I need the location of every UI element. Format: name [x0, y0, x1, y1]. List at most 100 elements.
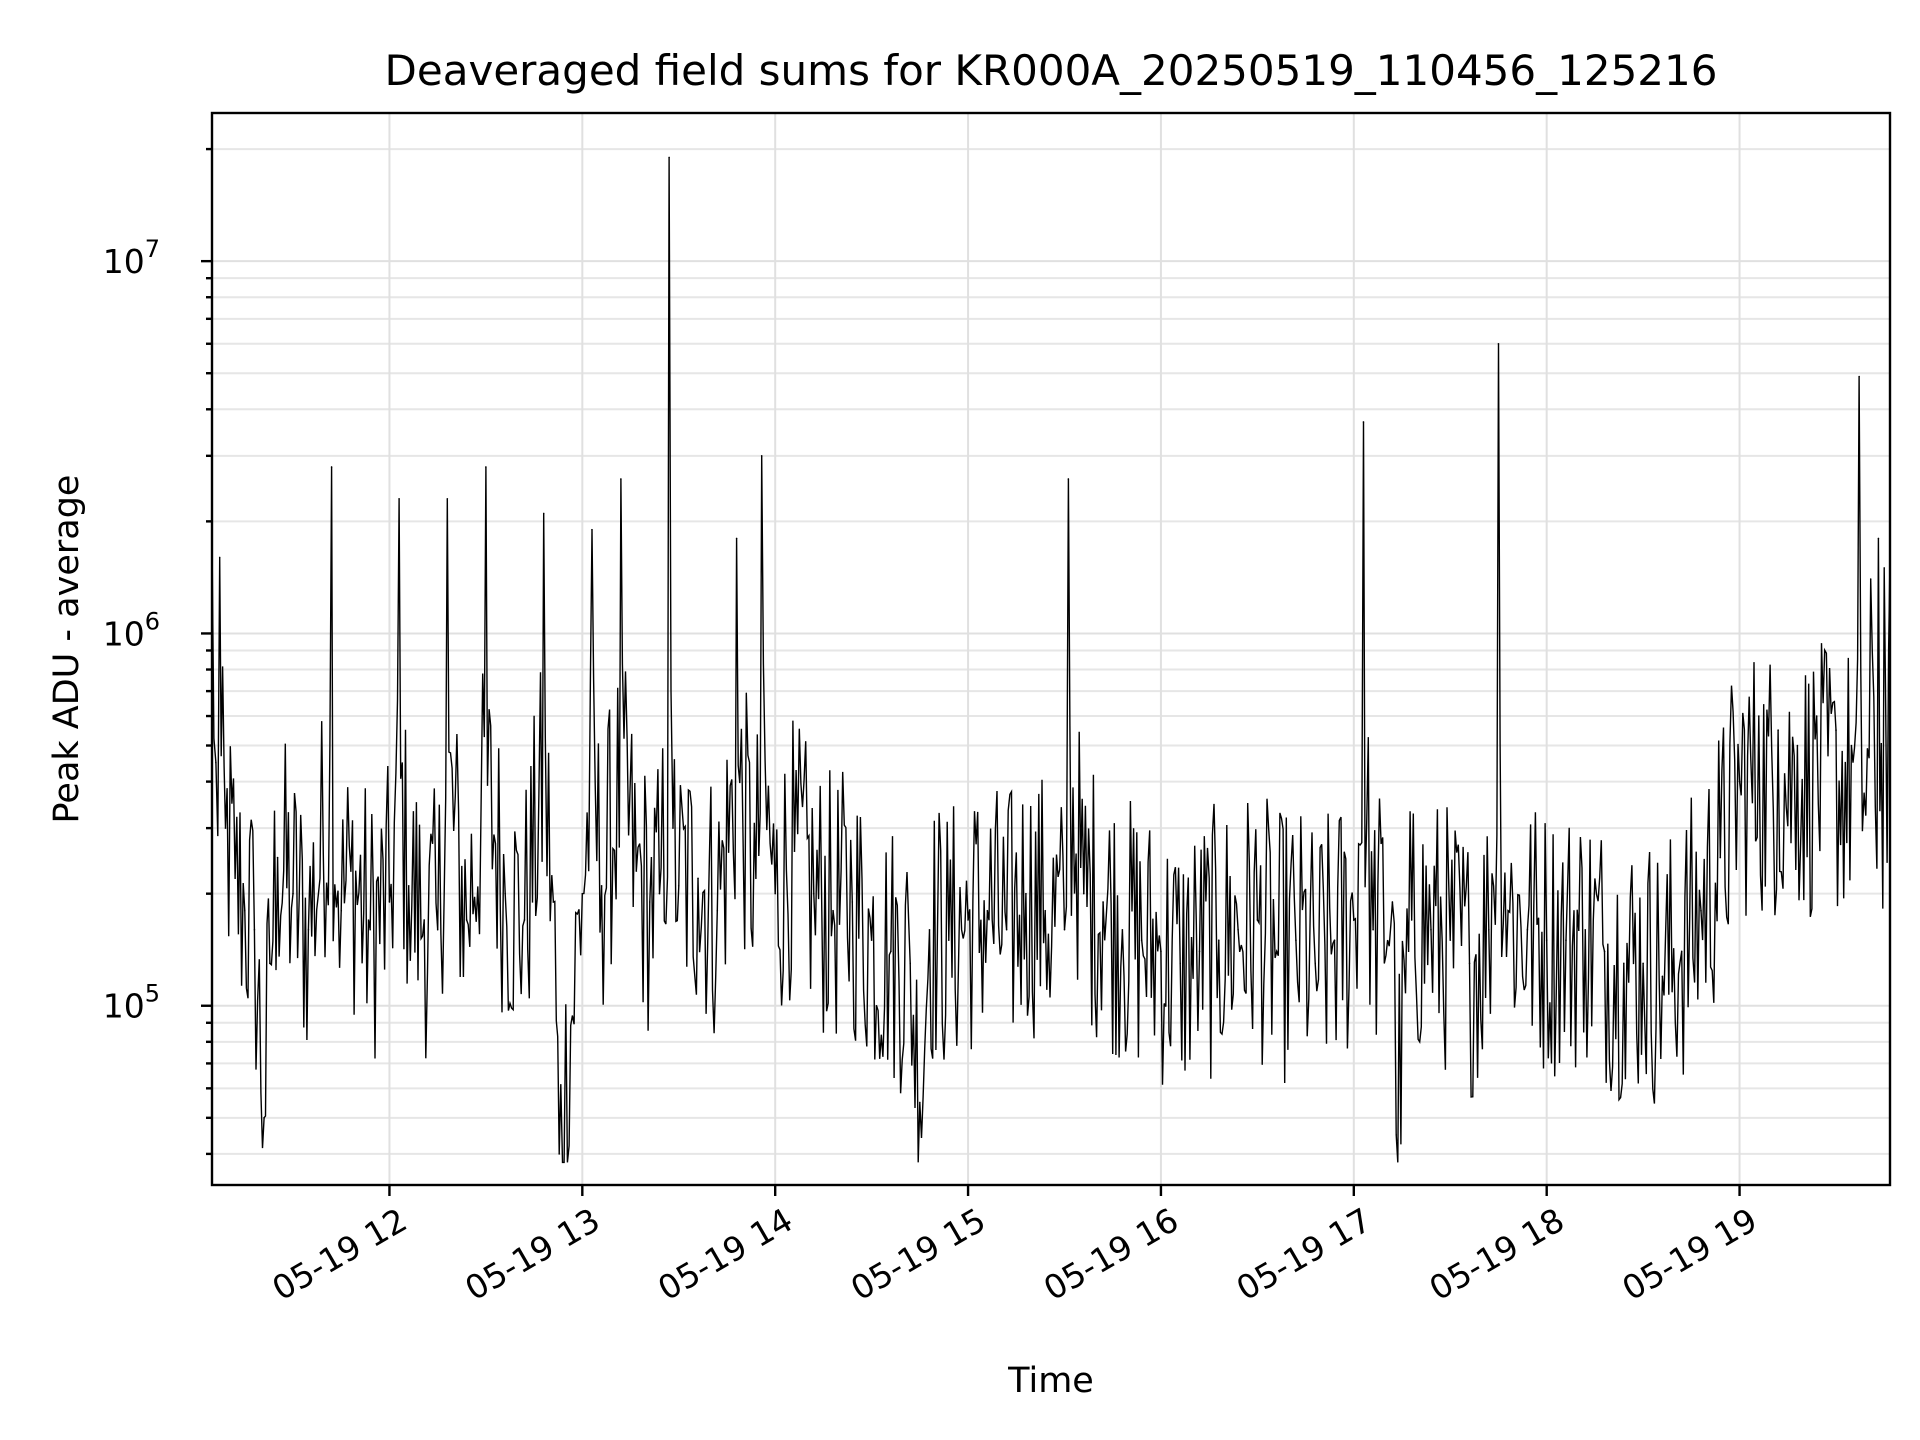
data-point: [1449, 939, 1452, 941]
data-point: [1333, 939, 1336, 941]
data-point: [1603, 950, 1606, 953]
data-point: [677, 884, 680, 887]
data-point: [812, 892, 815, 895]
data-point: [600, 884, 603, 887]
data-point: [1468, 962, 1471, 965]
data-point: [928, 928, 931, 931]
y-tick-label: 105: [103, 980, 160, 1026]
data-point: [1275, 950, 1278, 953]
data-point: [1063, 928, 1066, 931]
data-point: [523, 919, 526, 921]
plot-frame: [210, 111, 1892, 1187]
data-point: [1160, 950, 1162, 953]
data-point: [330, 466, 333, 468]
y-tick-label: 107: [103, 235, 160, 281]
data-point: [870, 939, 873, 941]
data-point: [1353, 919, 1355, 921]
data-point: [1584, 928, 1587, 931]
data-point: [504, 892, 506, 895]
data-point: [1391, 901, 1394, 903]
data-point: [350, 870, 352, 872]
data-point: [1858, 375, 1860, 378]
data-point: [1777, 729, 1779, 731]
data-point: [465, 919, 468, 921]
data-point: [1256, 919, 1259, 921]
data-point: [1295, 939, 1297, 941]
data-point: [234, 877, 236, 880]
data-point: [224, 827, 227, 829]
data-point: [307, 928, 310, 931]
y-tick-label: 106: [103, 607, 160, 653]
data-point: [890, 950, 892, 953]
data-point: [388, 901, 391, 903]
data-point: [1372, 928, 1374, 931]
data-point: [793, 850, 796, 853]
data-point: [398, 497, 400, 500]
data-point: [716, 909, 719, 912]
data-point: [760, 455, 763, 457]
data-point: [1507, 909, 1509, 912]
x-axis-label: Time: [1007, 1361, 1094, 1401]
data-point: [947, 939, 950, 941]
data-point: [243, 909, 246, 912]
data-point: [423, 919, 425, 921]
data-point: [552, 901, 555, 903]
data-point: [269, 962, 271, 965]
data-point: [1025, 892, 1027, 895]
data-point: [1497, 342, 1500, 345]
data-point: [215, 761, 217, 764]
data-point: [672, 827, 674, 829]
data-point: [697, 877, 699, 880]
data-point: [340, 909, 343, 912]
data-point: [1067, 478, 1070, 480]
data-point: [1410, 919, 1413, 921]
data-point: [276, 856, 279, 859]
data-point: [1237, 928, 1239, 931]
data-point: [1623, 962, 1625, 965]
data-point: [1314, 962, 1317, 965]
data-point: [755, 877, 757, 880]
data-point: [735, 537, 738, 540]
data-point: [1850, 744, 1853, 747]
data-point: [542, 512, 545, 515]
data-point: [446, 497, 449, 500]
y-axis-label: Peak ADU - average: [47, 475, 87, 824]
data-point: [774, 892, 776, 895]
data-point: [986, 909, 989, 912]
data-point: [1869, 578, 1872, 580]
data-point: [909, 962, 912, 965]
data-point: [1758, 715, 1760, 717]
data-point: [1005, 928, 1008, 931]
data-point: [1883, 567, 1886, 569]
data-point: [1362, 421, 1365, 423]
data-point: [1815, 715, 1818, 717]
data-point: [649, 901, 651, 903]
data-point: [967, 919, 969, 921]
data-point: [1179, 962, 1182, 965]
data-point: [1121, 928, 1124, 931]
data-point: [1796, 744, 1799, 747]
data-point: [558, 1153, 560, 1155]
data-point: [407, 884, 410, 887]
data-point: [668, 156, 670, 159]
data-point: [1661, 975, 1664, 978]
data-point: [832, 909, 834, 912]
data-point: [1044, 909, 1047, 912]
data-point: [1835, 729, 1837, 731]
data-point: [635, 870, 638, 872]
data-point: [1082, 892, 1085, 895]
data-point: [253, 928, 256, 931]
data-point: [1877, 537, 1880, 540]
data-point: [1526, 928, 1529, 931]
data-point: [620, 478, 622, 480]
data-point: [292, 892, 294, 895]
data-point: [1565, 939, 1567, 941]
data-point: [851, 901, 854, 903]
data-point: [658, 892, 661, 895]
data-point: [1395, 1134, 1398, 1136]
data-point: [369, 928, 371, 931]
data-point: [1738, 780, 1741, 783]
data-point: [436, 928, 439, 931]
